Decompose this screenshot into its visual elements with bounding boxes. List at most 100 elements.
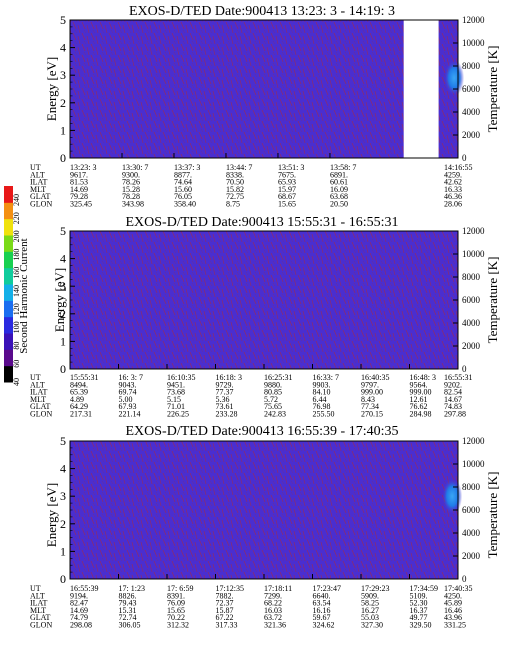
ephemeris-value: 64.29 xyxy=(70,402,88,411)
ephemeris-value: 49.77 xyxy=(410,613,428,622)
energy-tick-label: 1 xyxy=(60,123,66,137)
ephemeris-value: 72.37 xyxy=(216,599,234,608)
temperature-tick-label: 6000 xyxy=(462,295,481,305)
ephemeris-value: 16:25:31 xyxy=(264,373,292,382)
ephemeris-value: 73.68 xyxy=(167,388,185,397)
ephemeris-value: 16.27 xyxy=(361,606,379,615)
ephemeris-value: 233.28 xyxy=(216,410,238,419)
panel-2-title: EXOS-D/TED Date:900413 15:55:31 - 16:55:… xyxy=(126,215,399,230)
ephemeris-value: 63.54 xyxy=(313,599,331,608)
ephemeris-row-label: UT xyxy=(30,373,41,382)
ephemeris-value: 7299. xyxy=(264,591,282,600)
ephemeris-value: 17:18:11 xyxy=(264,584,292,593)
ephemeris-value: 82.47 xyxy=(70,599,88,608)
energy-tick-label: 4 xyxy=(60,252,66,266)
ephemeris-value: 74.79 xyxy=(70,613,88,622)
energy-tick-label: 5 xyxy=(60,224,66,238)
temperature-tick-label: 0 xyxy=(462,153,467,163)
colorbar-swatch xyxy=(4,333,13,350)
ephemeris-value: 77.34 xyxy=(361,402,379,411)
panel-3-ephemeris-table: UT 16:55:39 17: 1:23 17: 6:59 17:12:35 17:18:… xyxy=(30,584,472,630)
temperature-tick-label: 2000 xyxy=(462,341,481,351)
temperature-tick-label: 4000 xyxy=(462,107,481,117)
panel-3-title: EXOS-D/TED Date:900413 16:55:39 - 17:40:… xyxy=(126,424,399,439)
ephemeris-value: 5909. xyxy=(361,591,379,600)
spectrogram-data-region xyxy=(70,20,404,158)
ephemeris-value: 5.15 xyxy=(167,395,181,404)
energy-tick-label: 3 xyxy=(60,68,66,82)
ephemeris-value: 15.97 xyxy=(278,185,296,194)
ephemeris-value: 73.61 xyxy=(216,402,234,411)
ephemeris-value: 12.61 xyxy=(410,395,428,404)
ephemeris-value: 58.25 xyxy=(361,599,379,608)
panel-2-ylabel: Energy [eV] xyxy=(52,268,67,332)
ephemeris-value: 4.89 xyxy=(70,395,84,404)
colorbar-tick-label: 240 xyxy=(12,194,21,206)
ephemeris-value: 15.87 xyxy=(216,606,234,615)
ephemeris-value: 6891. xyxy=(330,170,348,179)
colorbar: 40 60 80 100 120 140 160 180 200 220 240 Second Ha… xyxy=(4,186,30,386)
ephemeris-value: 16:40:35 xyxy=(361,373,389,382)
ephemeris-value: 9300. xyxy=(122,170,140,179)
ephemeris-row-label: UT xyxy=(30,584,41,593)
ephemeris-value: 16:55:39 xyxy=(70,584,98,593)
ephemeris-value: 317.33 xyxy=(216,621,238,630)
temperature-tick-label: 8000 xyxy=(462,482,481,492)
ephemeris-value: 63.68 xyxy=(330,192,348,201)
colorbar-tick-label: 140 xyxy=(12,285,21,297)
temperature-tick-label: 6000 xyxy=(462,84,481,94)
ephemeris-value: 76.05 xyxy=(174,192,192,201)
ephemeris-value: 7882. xyxy=(216,591,234,600)
temperature-tick-label: 0 xyxy=(462,574,467,584)
ephemeris-row-label: GLAT xyxy=(30,402,51,411)
colorbar-label: Second Harmonic Current xyxy=(18,238,30,353)
temperature-tick-label: 12000 xyxy=(462,436,485,446)
temperature-tick-label: 10000 xyxy=(462,249,485,259)
ephemeris-value: 14.69 xyxy=(70,185,88,194)
spectrogram-data-region xyxy=(70,441,458,579)
colorbar-swatch xyxy=(4,218,13,236)
ephemeris-value: 70.50 xyxy=(226,178,244,187)
ephemeris-value: 8877. xyxy=(174,170,192,179)
temperature-tick-label: 12000 xyxy=(462,15,485,25)
temperature-tick-label: 2000 xyxy=(462,551,481,561)
temperature-tick-label: 6000 xyxy=(462,505,481,515)
colorbar-tick-label: 220 xyxy=(12,212,21,224)
panel-3-ylabel: Energy [eV] xyxy=(44,483,59,547)
energy-tick-label: 5 xyxy=(60,13,66,27)
ephemeris-value: 9903. xyxy=(313,380,331,389)
ephemeris-value: 999.00 xyxy=(410,388,432,397)
colorbar-swatch xyxy=(4,316,13,334)
ephemeris-row-label: ALT xyxy=(30,170,45,179)
colorbar-swatch xyxy=(4,251,13,269)
spectrogram-data-region xyxy=(70,231,458,369)
ephemeris-row-label: GLAT xyxy=(30,613,51,622)
temperature-tick-label: 12000 xyxy=(462,226,485,236)
ephemeris-value: 9617. xyxy=(70,170,88,179)
panel-3: EXOS-D/TED Date:900413 16:55:39 - 17:40:… xyxy=(30,424,500,630)
ephemeris-value: 17:34:59 xyxy=(410,584,438,593)
energy-tick-label: 2 xyxy=(60,517,66,531)
energy-tick-label: 2 xyxy=(60,307,66,321)
panel-1-ylabel: Energy [eV] xyxy=(44,57,59,121)
ephemeris-value: 71.01 xyxy=(167,402,185,411)
colorbar-swatch xyxy=(4,349,13,367)
ephemeris-value: 76.09 xyxy=(167,599,185,608)
ephemeris-value: 14.67 xyxy=(444,395,462,404)
ephemeris-value: 284.98 xyxy=(410,410,432,419)
panel-1: EXOS-D/TED Date:900413 13:23: 3 - 14:19:… xyxy=(30,4,500,209)
ephemeris-value: 16:33: 7 xyxy=(313,373,339,382)
colorbar-swatch xyxy=(4,300,13,318)
colorbar-swatch xyxy=(4,186,13,203)
temperature-hot-spot xyxy=(442,478,463,515)
ephemeris-row-label: ILAT xyxy=(30,599,47,608)
temperature-hot-spot xyxy=(444,59,465,96)
ephemeris-row-label: MLT xyxy=(30,185,46,194)
ephemeris-value: 306.05 xyxy=(119,621,141,630)
ephemeris-value: 8338. xyxy=(226,170,244,179)
ephemeris-value: 67.93 xyxy=(119,402,137,411)
colorbar-swatches xyxy=(4,186,13,383)
ephemeris-value: 17:12:35 xyxy=(216,584,244,593)
ephemeris-value: 16.03 xyxy=(264,606,282,615)
ephemeris-value: 82.54 xyxy=(444,388,462,397)
